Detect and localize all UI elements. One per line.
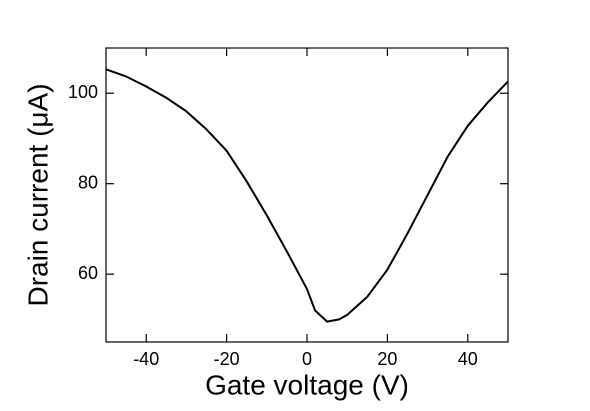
x-tick-label: -20 (214, 349, 240, 369)
plot-frame (105, 47, 509, 343)
x-tick-label: 20 (377, 349, 397, 369)
x-tick-label: 0 (302, 349, 312, 369)
y-tick-label: 100 (68, 82, 98, 102)
y-tick-label: 60 (78, 263, 98, 283)
x-tick-label: -40 (133, 349, 159, 369)
x-tick-label: 40 (458, 349, 478, 369)
y-tick-label: 80 (78, 172, 98, 192)
x-axis-label: Gate voltage (V) (205, 369, 409, 400)
data-line (105, 68, 509, 323)
y-axis-label: Drain current (μA) (22, 83, 53, 306)
